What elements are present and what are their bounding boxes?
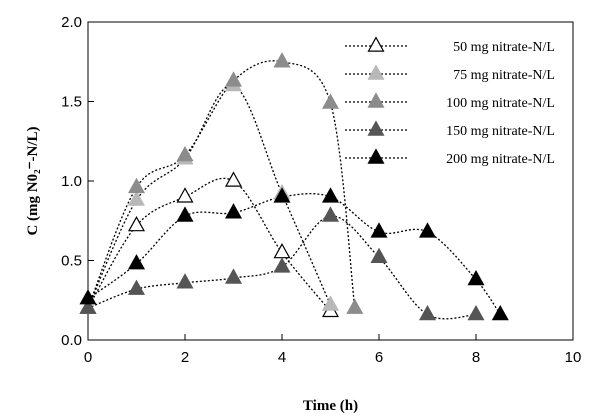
data-point — [321, 93, 340, 109]
data-point — [79, 298, 97, 314]
data-point — [176, 273, 194, 289]
series-line — [87, 215, 477, 320]
data-point — [273, 187, 291, 203]
data-point — [127, 190, 146, 206]
x-axis-ticks: 0 2 4 6 8 10 — [84, 334, 582, 366]
data-point — [273, 52, 291, 68]
data-point — [127, 177, 146, 194]
x-tick-label: 8 — [472, 349, 480, 366]
x-axis-title: Time (h) — [303, 398, 358, 414]
data-point — [370, 222, 388, 238]
data-point — [224, 171, 243, 187]
legend-marker — [367, 92, 385, 108]
data-point — [467, 269, 485, 286]
legend-label: 200 mg nitrate-N/L — [446, 152, 555, 167]
data-point — [273, 242, 291, 259]
legend-label: 100 mg nitrate-N/L — [446, 96, 555, 111]
series-markers — [79, 52, 509, 321]
legend-label: 75 mg nitrate-N/L — [453, 68, 555, 83]
legend-marker — [367, 148, 385, 164]
series-lines — [87, 60, 501, 320]
y-tick-label: 2.0 — [61, 14, 82, 31]
y-axis-title: C (mg N0₂⁻-N/L) — [25, 126, 41, 235]
x-tick-label: 2 — [181, 349, 189, 366]
data-point — [467, 304, 485, 321]
x-tick-label: 10 — [565, 349, 582, 366]
data-point — [370, 247, 388, 263]
data-point — [176, 206, 194, 222]
y-axis-ticks: 0.0 0.5 1.0 1.5 2.0 — [61, 14, 94, 349]
data-point — [176, 145, 194, 162]
data-point — [224, 268, 243, 284]
data-point — [224, 203, 243, 219]
y-tick-label: 1.0 — [61, 173, 82, 190]
data-point — [79, 289, 97, 305]
x-tick-label: 0 — [84, 349, 92, 366]
data-point — [127, 254, 146, 270]
data-point — [127, 215, 146, 232]
y-tick-label: 1.5 — [61, 94, 82, 111]
data-point — [273, 257, 291, 273]
legend-label: 50 mg nitrate-N/L — [453, 40, 555, 55]
data-point — [346, 298, 364, 314]
legend-marker — [367, 120, 385, 136]
y-tick-label: 0.5 — [61, 253, 82, 270]
legend-marker — [367, 64, 385, 80]
legend-label: 150 mg nitrate-N/L — [446, 124, 555, 139]
legend-marker — [367, 36, 385, 52]
data-point — [176, 187, 194, 203]
x-tick-label: 6 — [375, 349, 383, 366]
data-point — [321, 295, 340, 311]
x-tick-label: 4 — [278, 349, 286, 366]
data-point — [491, 304, 509, 321]
data-point — [418, 222, 437, 238]
data-point — [224, 71, 243, 87]
data-point — [321, 187, 340, 203]
series-line — [87, 193, 501, 315]
data-point — [418, 304, 437, 321]
data-point — [127, 279, 146, 295]
data-point — [321, 206, 340, 222]
legend: 50 mg nitrate-N/L 75 mg nitrate-N/L 100 mg… — [345, 36, 555, 167]
y-tick-label: 0.0 — [61, 332, 82, 349]
series-line — [87, 84, 332, 309]
series-line — [87, 177, 332, 312]
